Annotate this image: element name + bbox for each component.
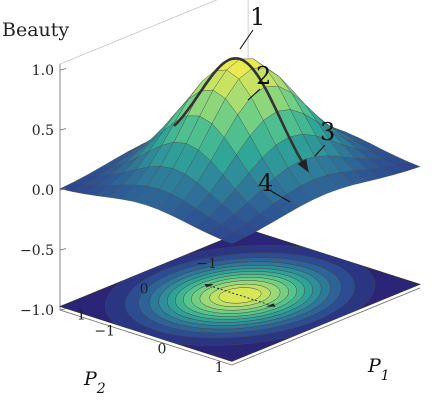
z-tick-label-2: 0.0	[32, 183, 54, 199]
surface-path-arrowhead	[297, 158, 309, 173]
axes-frame	[59, 0, 421, 366]
annotation-leader-4	[270, 190, 291, 203]
floor-arrowhead-end	[266, 303, 276, 307]
p2-axis-line	[59, 309, 233, 366]
annotation-1: 1	[250, 3, 265, 31]
z-tick-mark-0	[59, 68, 67, 71]
p1-axis-label-subscript: 1	[381, 368, 390, 384]
p2-axis-label-letter: P	[83, 368, 98, 390]
annotation-leader-1	[239, 29, 254, 50]
contour-floor	[58, 229, 422, 362]
p2-tick-label-2: −1	[196, 256, 217, 272]
annotation-3: 3	[320, 118, 335, 146]
surface-mesh	[59, 58, 421, 244]
p2-tick-label-1: 0	[140, 282, 149, 298]
p1-tick-label-2: −1	[94, 323, 115, 339]
z-tick-mark-2	[59, 188, 67, 191]
annotation-leader-3	[314, 144, 326, 157]
z-tick-mark-1	[59, 128, 67, 131]
z-tick-mark-3	[59, 248, 67, 251]
annotation-4: 4	[258, 169, 273, 197]
p1-axis-line	[231, 287, 421, 366]
z-tick-label-0: 1.0	[32, 63, 54, 79]
top-back-edge-line	[59, 0, 218, 65]
z-tick-mark-4	[59, 308, 67, 311]
annotation-2: 2	[256, 62, 271, 90]
p1-tick-label-1: 0	[157, 342, 166, 358]
p1-axis-label-letter: P	[367, 355, 382, 377]
floor-arrowhead-start	[204, 284, 214, 288]
annotation-leader-2	[247, 88, 261, 101]
z-axis-label: Beauty	[2, 19, 69, 41]
floor-path-dashed	[205, 283, 275, 307]
z-tick-label-3: −0.5	[20, 243, 54, 259]
surface-patch-195	[219, 230, 246, 244]
tick-labels: 1.0 0.5 0.0 −0.5 −1.0 1 0 −1 1 0 −1	[20, 63, 224, 376]
z-tick-label-1: 0.5	[32, 123, 54, 139]
z-tick-label-4: −1.0	[20, 303, 54, 319]
annotation-arrows	[173, 29, 326, 203]
surface-path-curve	[173, 57, 308, 169]
p2-axis-label: P2	[83, 368, 106, 397]
p1-tick-label-0: 1	[215, 360, 224, 376]
p2-tick-label-0: 1	[77, 307, 86, 323]
p1-axis-label: P1	[367, 355, 390, 384]
p2-axis-label-subscript: 2	[96, 381, 106, 397]
